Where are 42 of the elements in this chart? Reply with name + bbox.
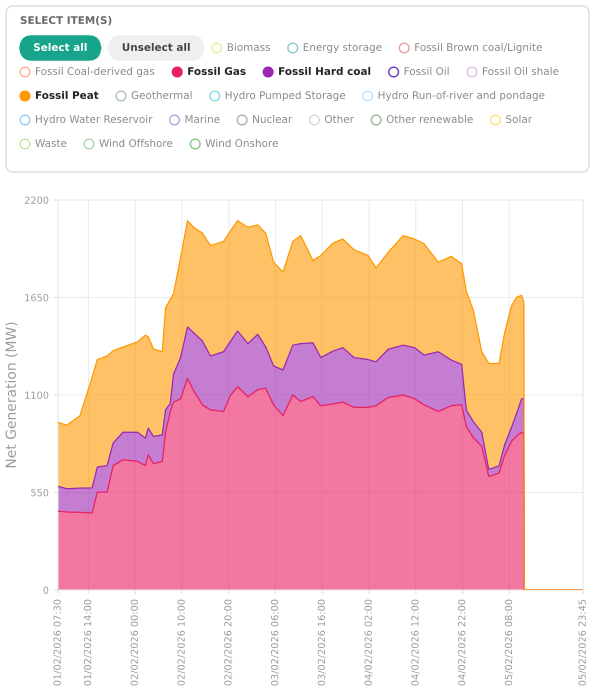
legend-label: Fossil Coal-derived gas — [36, 66, 154, 78]
x-tick-label: 02/02/2026 20:00 — [224, 600, 232, 686]
legend-label: Energy storage — [304, 43, 382, 54]
legend-label: Other — [324, 114, 354, 124]
legend-label: Hydro Run-of-river and pondage — [378, 90, 544, 102]
legend-label: Fossil Oil shale — [483, 66, 558, 76]
legend-title: SELECT ITEM(S) — [20, 16, 112, 26]
x-tick-label: 03/02/2026 16:00 — [318, 600, 326, 686]
legend-label: Solar — [506, 114, 532, 124]
legend-label: Fossil Hard coal — [279, 66, 370, 76]
x-tick-label: 04/02/2026 22:00 — [458, 600, 466, 686]
x-tick-label: 04/02/2026 12:00 — [411, 600, 420, 686]
legend-label: Other renewable — [386, 114, 473, 124]
y-tick-label: 1650 — [25, 294, 48, 302]
x-tick-label: 04/02/2026 02:00 — [364, 600, 373, 686]
legend-label: Wind Onshore — [206, 138, 278, 148]
legend-label: Geothermal — [132, 90, 192, 100]
x-tick-label: 02/02/2026 10:00 — [177, 600, 186, 686]
y-tick-label: 550 — [31, 488, 48, 496]
legend-label: Wind Offshore — [99, 138, 172, 148]
y-axis-title: Net Generation (MW) — [5, 322, 18, 468]
y-tick-label: 2200 — [24, 196, 48, 204]
y-tick-label: 1100 — [25, 391, 48, 399]
legend-label: Hydro Water Reservoir — [36, 114, 152, 126]
x-tick-label: 01/02/2026 14:00 — [84, 600, 92, 686]
legend-label: Fossil Gas — [188, 66, 246, 76]
x-tick-label: 01/02/2026 07:30 — [53, 600, 62, 686]
text: Select all — [34, 42, 87, 52]
legend-label: Hydro Pumped Storage — [226, 90, 346, 102]
x-tick-label: 03/02/2026 06:00 — [270, 600, 280, 686]
legend-label: Fossil Peat — [36, 90, 98, 100]
legend-label: Biomass — [228, 42, 270, 52]
y-tick-label: 0 — [43, 586, 48, 594]
legend-label: Fossil Oil — [404, 66, 449, 76]
legend-label: Nuclear — [253, 114, 292, 124]
legend-label: Waste — [35, 139, 66, 148]
legend-label: Marine — [186, 114, 220, 124]
text: Unselect all — [122, 42, 190, 52]
legend-label: Fossil Brown coal/Lignite — [415, 42, 542, 54]
x-tick-label: 05/02/2026 08:00 — [504, 600, 513, 686]
x-tick-label: 05/02/2026 23:45 — [578, 600, 587, 686]
x-tick-label: 02/02/2026 00:00 — [130, 600, 139, 686]
